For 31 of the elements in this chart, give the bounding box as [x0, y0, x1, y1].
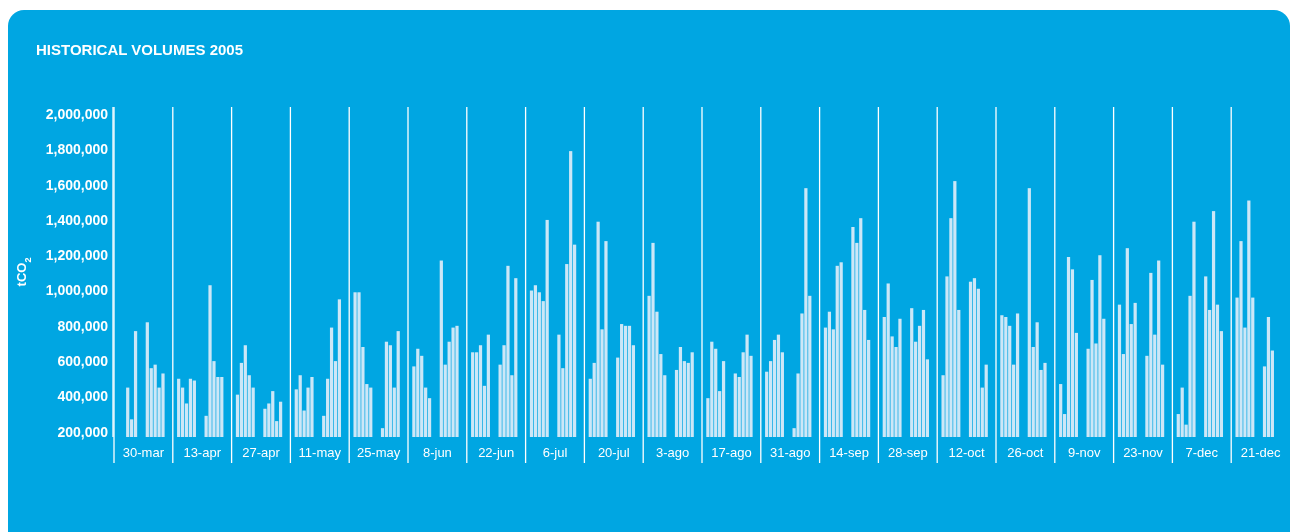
x-tick-label: 3-ago: [655, 445, 690, 460]
y-tick-label: 1,400,000: [45, 211, 109, 228]
y-tick-label: 1,000,000: [45, 282, 109, 299]
x-tick-label: 7-dec: [1185, 445, 1219, 460]
x-tick-label: 17-ago: [711, 445, 752, 460]
x-tick-label: 25-may: [356, 445, 401, 460]
x-tick-label: 27-apr: [242, 445, 281, 460]
y-tick-label: 1,600,000: [45, 176, 109, 193]
y-tick-label: 800,000: [57, 317, 109, 334]
x-tick-label: 20-jul: [597, 445, 630, 460]
x-tick-label: 14-sep: [829, 445, 869, 460]
y-tick-label: 400,000: [57, 388, 109, 405]
x-tick-label: 30-mar: [122, 445, 165, 460]
y-tick-label: 1,800,000: [45, 141, 109, 158]
x-tick-label: 22-jun: [478, 445, 515, 460]
x-tick-label: 21-dec: [1240, 445, 1281, 460]
y-tick-label: 200,000: [57, 423, 109, 440]
x-tick-label: 26-oct: [1007, 445, 1044, 460]
x-tick-label: 28-sep: [887, 445, 928, 460]
y-tick-label: 600,000: [57, 353, 109, 370]
x-tick-label: 11-may: [298, 445, 342, 460]
x-tick-label: 6-jul: [542, 445, 568, 460]
x-tick-label: 8-jun: [422, 445, 452, 460]
x-tick-label: 13-apr: [183, 445, 222, 460]
chart-title: HISTORICAL VOLUMES 2005: [36, 41, 243, 58]
y-tick-label: 2,000,000: [45, 105, 109, 122]
y-tick-label: 1,200,000: [45, 247, 109, 264]
x-tick-label: 31-ago: [769, 445, 811, 460]
x-tick-label: 12-oct: [948, 445, 986, 460]
x-tick-label: 9-nov: [1067, 445, 1101, 460]
x-tick-label: 23-nov: [1123, 445, 1164, 460]
